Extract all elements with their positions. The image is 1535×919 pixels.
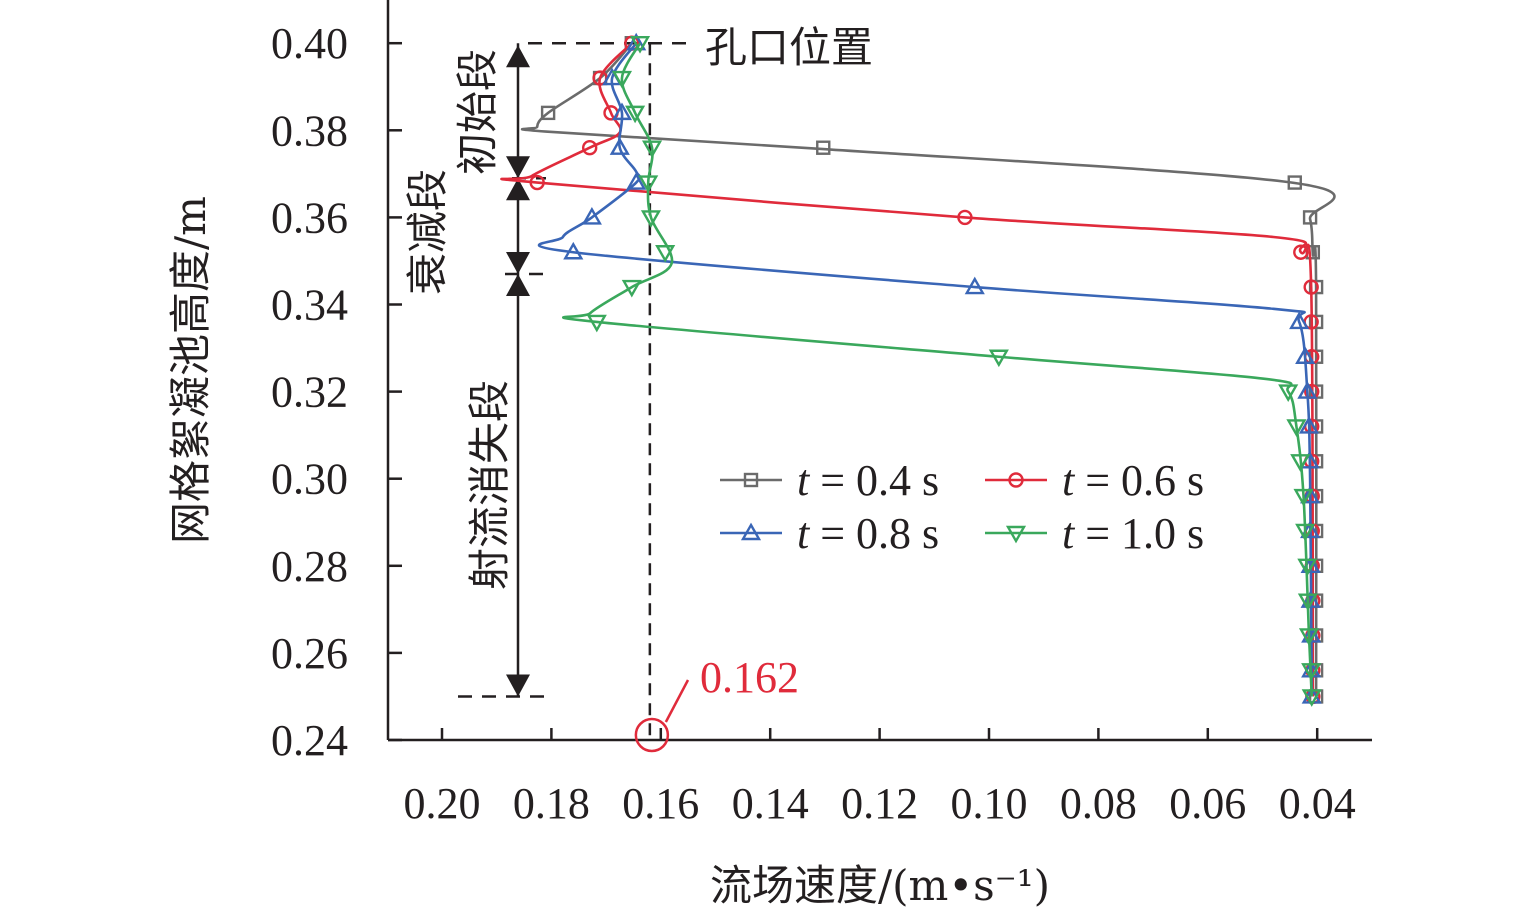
data-point-triangle-up [1297,381,1318,399]
data-point-triangle-down [1295,523,1316,542]
zone-label-vanish: 射流消失段 [465,380,514,590]
data-point-triangle-up [1295,346,1316,364]
data-point-triangle-up [626,172,647,190]
arrow-head-down-icon [506,156,530,179]
data-point-triangle-down [1278,384,1299,403]
data-point-triangle-down [640,210,662,228]
y-tick-label: 0.34 [271,281,348,330]
data-point-triangle-down [1297,593,1318,612]
zone-label-decay: 衰减段 [403,169,452,295]
legend-marker-triangle-up-icon [740,522,762,541]
x-tick-label: 0.10 [951,779,1028,828]
data-point-triangle-down [988,349,1009,368]
data-point-circle [581,140,598,156]
arrow-head-up-icon [506,274,530,297]
y-tick-label: 0.28 [271,542,348,591]
x-tick-label: 0.20 [404,779,481,828]
legend-label-1: t = 0.6 s [1062,456,1204,505]
x-tick-label: 0.14 [732,779,809,828]
data-point-triangle-down [621,279,642,298]
y-tick-label: 0.26 [271,629,348,678]
series-0 [520,36,1336,704]
data-point-triangle-down [1301,689,1322,707]
data-point-triangle-down [586,314,607,333]
data-point-triangle-down [611,70,633,89]
data-point-square [1308,314,1324,330]
data-point-square [540,105,556,121]
series-layer [500,32,1336,707]
data-point-triangle-up [581,206,602,225]
arrow-head-down-icon [506,252,530,275]
y-tick-label: 0.24 [271,716,348,765]
data-point-square [1287,175,1302,190]
x-tick-label: 0.18 [513,779,590,828]
data-point-triangle-up [563,241,584,260]
legend: t = 0.4 s t = 0.6 s t = 0.8 s t = 1.0 s [720,456,1204,558]
series-2 [537,32,1322,704]
legend-marker-square-icon [743,472,759,488]
data-point-triangle-up [611,102,633,121]
data-point-circle [1303,279,1319,295]
x-axis-label: 流场速度/(m•s⁻¹) [710,861,1050,910]
orifice-label: 孔口位置 [705,23,873,72]
arrow-head-down-icon [506,674,530,697]
x-tick-label: 0.04 [1279,779,1356,828]
data-point-triangle-down [1293,488,1314,507]
data-point-circle [1293,244,1309,260]
reference-velocity-label: 0.162 [700,653,799,702]
legend-marker-triangle-down-icon [1005,525,1027,544]
data-point-triangle-down [641,140,663,159]
data-point-triangle-down [625,105,646,124]
x-tick-label: 0.08 [1060,779,1137,828]
data-point-triangle-up [1298,416,1320,434]
series-line [500,42,1315,697]
arrow-head-up-icon [506,178,530,201]
y-tick-label: 0.40 [271,19,348,68]
data-point-triangle-down [1301,663,1322,681]
data-point-triangle-up [1289,311,1310,330]
y-tick-label: 0.38 [271,106,348,155]
data-point-triangle-up [1300,485,1321,504]
legend-label-2: t = 0.8 s [797,509,939,558]
legend-marker-circle-icon [1008,472,1024,488]
data-point-triangle-down [655,245,676,263]
x-tick-label: 0.16 [622,779,699,828]
data-point-triangle-up [964,276,985,295]
x-tick-label: 0.12 [841,779,918,828]
data-point-triangle-down [1286,419,1307,437]
data-point-triangle-up [609,137,630,155]
data-point-square [816,140,831,155]
data-point-circle [957,209,973,226]
data-point-circle [529,174,545,191]
x-tick-label: 0.06 [1169,779,1246,828]
data-point-triangle-down [638,175,659,193]
y-tick-label: 0.36 [271,193,348,242]
series-line [562,42,1314,697]
legend-label-0: t = 0.4 s [797,456,939,505]
y-axis-label: 网格絮凝池高度/m [166,196,215,544]
axes: 0.20 0.18 0.16 0.14 0.12 0.10 0.08 0.06 0.04 0.40… [271,0,1372,828]
data-point-square [1302,210,1318,225]
series-3 [562,36,1322,707]
data-point-triangle-down [629,36,651,54]
legend-label-3: t = 1.0 s [1062,509,1204,558]
zone-label-initial: 初始段 [453,49,502,175]
y-tick-label: 0.32 [271,368,348,417]
annotations: 孔口位置 初始段 衰减段 射流消失段 0.162 [403,23,873,753]
data-point-triangle-down [1297,558,1318,577]
arrow-head-up-icon [506,45,530,68]
reference-circle [634,717,670,753]
y-tick-label: 0.30 [271,455,348,504]
series-line [520,42,1336,697]
reference-leader-line [664,679,690,723]
data-point-triangle-down [1290,454,1311,472]
data-point-triangle-down [1298,628,1320,646]
series-line [537,42,1314,697]
